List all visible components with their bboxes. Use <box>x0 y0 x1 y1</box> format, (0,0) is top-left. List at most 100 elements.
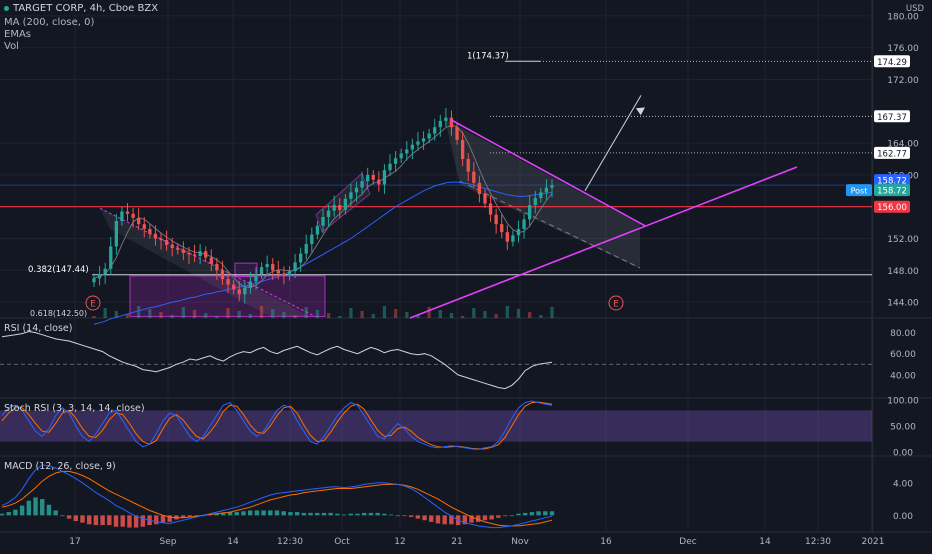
ma200-line <box>93 181 553 325</box>
time-axis-label: 21 <box>451 537 462 547</box>
volume-bar <box>528 312 532 318</box>
volume-bar <box>416 315 420 318</box>
candle-body <box>349 192 353 199</box>
candle-body <box>148 228 152 234</box>
volume-bar <box>360 311 364 318</box>
volume-bar <box>192 310 197 318</box>
macd-signal-line <box>1 470 553 527</box>
candle-body <box>276 270 280 274</box>
time-axis-label: 16 <box>600 537 612 547</box>
volume-bar <box>405 312 409 318</box>
volume-bar <box>438 310 442 318</box>
price-badge-bg <box>874 174 910 187</box>
candle-body <box>220 270 225 280</box>
channel-mid-dashed <box>459 180 641 269</box>
volume-bar <box>550 307 554 318</box>
earnings-marker-upcoming <box>608 295 624 311</box>
volume-bar <box>215 316 219 318</box>
price-badge-bg <box>874 200 910 213</box>
candle-body <box>243 287 247 295</box>
candle-body <box>131 213 135 218</box>
volume-bar <box>237 311 241 318</box>
macd-histogram-bar <box>429 515 434 522</box>
volume-bar <box>271 309 275 318</box>
candle-body <box>103 268 107 275</box>
macd-histogram-bar <box>442 515 447 525</box>
macd-histogram-bar <box>549 511 555 516</box>
macd-histogram-bar <box>167 515 172 522</box>
candle-body <box>282 273 286 276</box>
forecast-arrow-line <box>584 95 642 192</box>
macd-histogram-bar <box>100 515 105 526</box>
macd-histogram-bar <box>66 515 72 519</box>
macd-histogram-bar <box>328 512 333 516</box>
macd-histogram-bar <box>375 512 380 516</box>
candle-body <box>321 217 325 226</box>
emas-indicator-label[interactable]: EMAs <box>4 29 31 40</box>
candle-body <box>204 251 208 258</box>
macd-histogram-bar <box>395 515 400 517</box>
candle-body <box>544 187 549 193</box>
candle-body <box>315 225 320 235</box>
macd-histogram-bar <box>482 515 488 521</box>
symbol-dot-icon <box>4 5 9 11</box>
macd-line <box>1 464 553 529</box>
volume-bar <box>382 306 387 318</box>
symbol-title[interactable]: TARGET CORP, 4h, Cboe BZX <box>4 3 158 14</box>
volume-bar <box>248 314 253 318</box>
macd-histogram-bar <box>187 515 193 517</box>
stoch-rsi-panel-label[interactable]: Stoch RSI (3, 3, 14, 14, close) <box>4 403 145 414</box>
candle-body <box>310 234 314 245</box>
price-tick-label: 164.00 <box>887 140 919 150</box>
macd-histogram-bar <box>120 515 125 527</box>
candle-body <box>550 185 554 188</box>
macd-histogram-bar <box>261 510 266 516</box>
macd-histogram-bar <box>335 513 340 516</box>
macd-histogram-bar <box>388 514 394 516</box>
macd-histogram-bar <box>93 515 99 526</box>
macd-histogram-bar <box>0 513 5 516</box>
volume-bar <box>304 307 308 318</box>
candle-body <box>522 219 526 229</box>
candle-body <box>254 274 258 282</box>
macd-histogram-bar <box>80 515 85 523</box>
candle-body <box>142 224 146 229</box>
macd-histogram-bar <box>382 513 387 516</box>
volume-bar <box>226 308 230 318</box>
macd-histogram-bar <box>449 515 454 525</box>
ma-indicator-label[interactable]: MA (200, close, 0) <box>4 17 95 28</box>
candle-body <box>92 278 96 283</box>
time-axis-label: 17 <box>69 537 80 547</box>
candle-body <box>410 144 415 150</box>
fib-1-label: 1(174.37) <box>467 51 509 61</box>
candle-body <box>326 210 331 218</box>
macd-panel-label[interactable]: MACD (12, 26, close, 9) <box>4 461 116 472</box>
macd-histogram-bar <box>107 515 112 526</box>
candle-body <box>192 254 197 256</box>
stoch-rsi-tick-label: 50.00 <box>890 423 916 433</box>
candle-body <box>215 263 219 271</box>
time-axis-label: 12:30 <box>277 537 303 547</box>
volume-bar <box>427 307 431 318</box>
macd-histogram-bar <box>502 515 508 517</box>
price-badge-value: 167.37 <box>877 113 907 123</box>
stoch-rsi-tick-label: 0.00 <box>893 449 913 459</box>
candle-body <box>477 182 482 194</box>
macd-histogram-bar <box>214 513 219 516</box>
volume-bar <box>393 309 398 318</box>
macd-histogram-bar <box>301 512 307 516</box>
macd-histogram-bar <box>402 515 407 517</box>
candle-body <box>226 279 230 285</box>
rsi-panel-label[interactable]: RSI (14, close) <box>4 323 73 334</box>
macd-histogram-bar <box>361 512 367 516</box>
macd-histogram-bar <box>133 515 139 528</box>
candle-body <box>176 248 180 250</box>
candle-body <box>528 205 532 220</box>
candle-body <box>97 274 102 279</box>
macd-histogram-bar <box>476 515 481 522</box>
vol-indicator-label[interactable]: Vol <box>4 41 19 52</box>
time-axis-label: Sep <box>160 537 177 547</box>
macd-histogram-bar <box>73 515 78 522</box>
